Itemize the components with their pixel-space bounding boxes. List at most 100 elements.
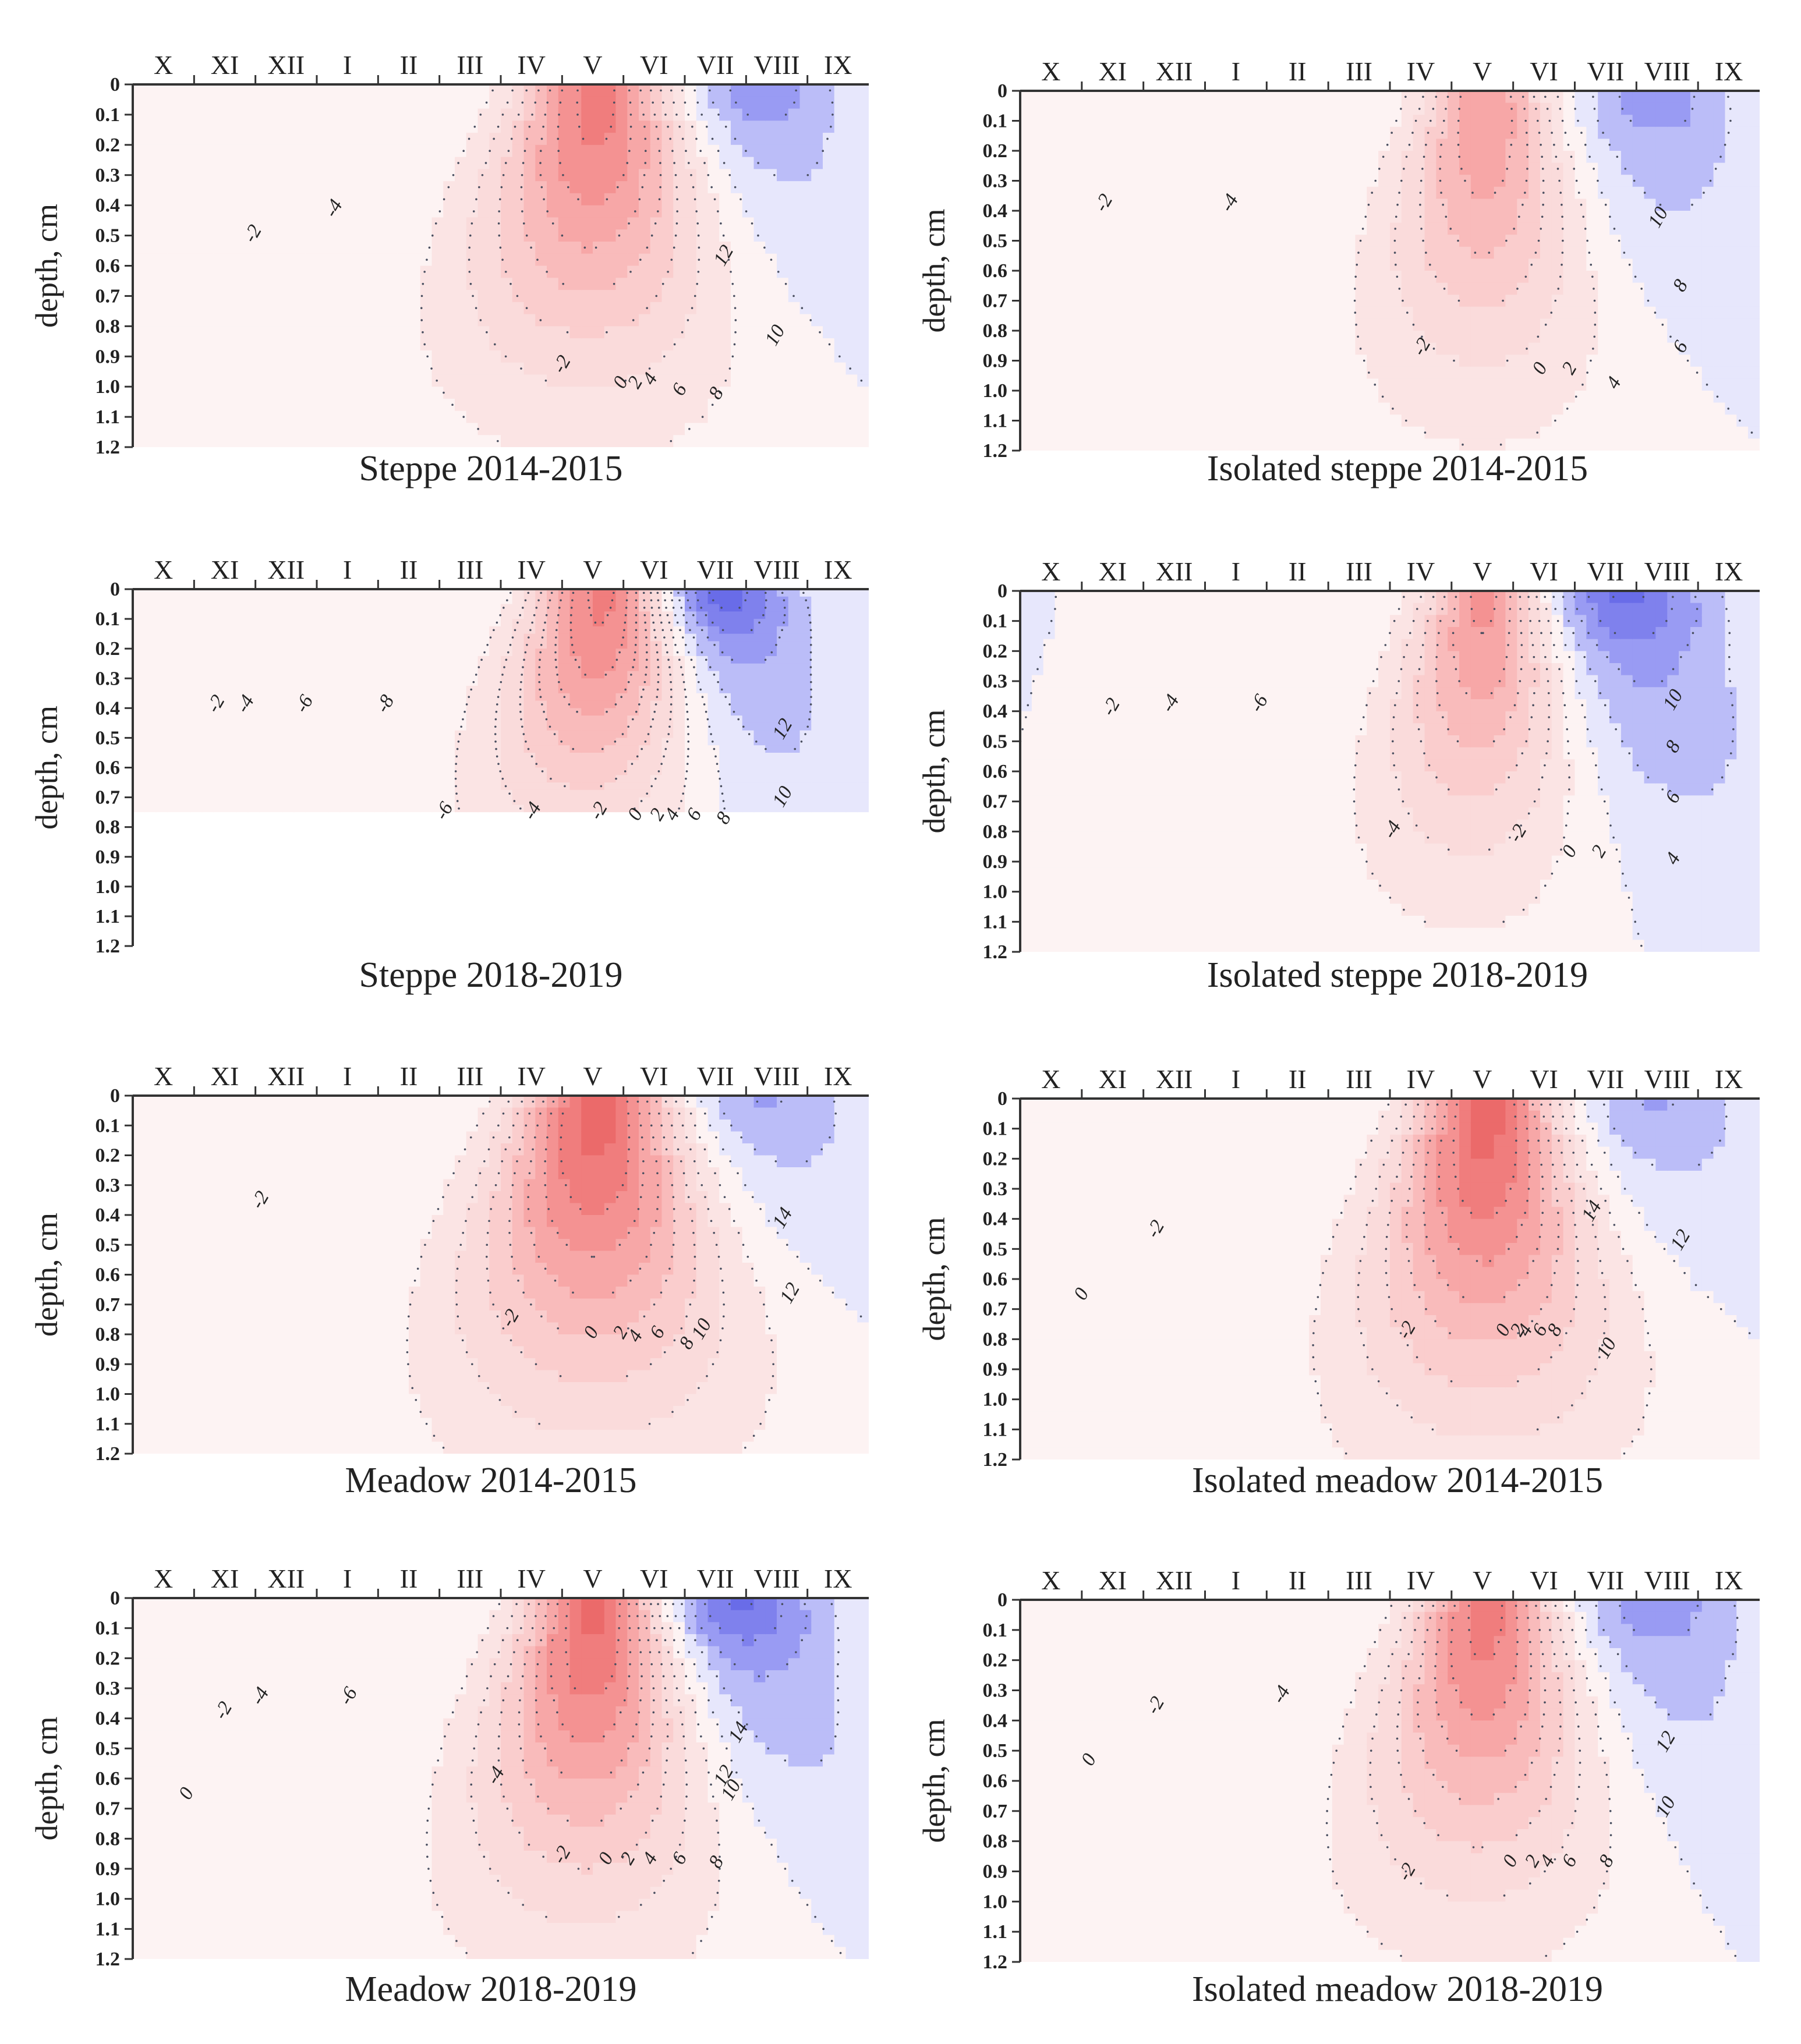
field-cell [753, 229, 766, 242]
field-cell [1367, 175, 1379, 187]
field-cell [1343, 402, 1356, 416]
field-cell [593, 205, 605, 218]
field-cell [1332, 91, 1344, 104]
field-cell [569, 144, 582, 158]
field-cell [1216, 378, 1229, 391]
field-cell [1736, 355, 1749, 367]
field-cell [547, 133, 559, 146]
field-cell [455, 181, 467, 194]
field-cell [1713, 211, 1726, 224]
field-cell [1667, 415, 1680, 427]
field-cell [1551, 246, 1564, 260]
field-cell [707, 423, 720, 436]
field-cell [477, 290, 490, 303]
field-cell [1736, 246, 1749, 260]
isoline-point [1570, 155, 1573, 158]
isoline-point [724, 125, 727, 128]
field-cell [1505, 282, 1518, 296]
isoline-point [1395, 263, 1397, 266]
isoline-point [675, 186, 678, 189]
field-cell [1401, 438, 1414, 451]
field-cell [1228, 438, 1241, 451]
field-cell [799, 157, 812, 170]
field-cell [477, 121, 490, 134]
field-cell [1055, 211, 1067, 224]
field-cell [1644, 282, 1657, 296]
field-cell [1540, 175, 1552, 187]
field-cell [1679, 162, 1691, 176]
field-cell [489, 157, 501, 170]
field-cell [799, 217, 812, 231]
field-cell [144, 805, 157, 813]
field-cell [305, 738, 317, 746]
field-cell [293, 290, 306, 303]
field-cell [225, 767, 237, 776]
field-cell [834, 157, 847, 170]
field-cell [179, 350, 191, 363]
field-cell [1262, 91, 1275, 104]
field-cell [133, 663, 145, 672]
field-cell [1251, 271, 1264, 284]
field-cell [1181, 426, 1194, 440]
field-cell [225, 633, 237, 642]
field-cell [1320, 391, 1333, 403]
field-cell [845, 181, 858, 194]
field-cell [719, 181, 731, 194]
field-cell [1112, 186, 1125, 200]
field-cell [1228, 306, 1241, 320]
field-cell [1667, 318, 1680, 331]
field-cell [523, 84, 536, 97]
field-cell [1528, 186, 1541, 200]
isoline-point [1457, 299, 1460, 302]
field-cell [788, 302, 801, 315]
field-cell [1228, 151, 1241, 164]
field-cell [512, 229, 525, 242]
field-cell [615, 84, 628, 97]
field-cell [179, 797, 191, 806]
field-cell [420, 278, 433, 291]
field-cell [742, 374, 755, 388]
field-cell [1528, 199, 1541, 211]
isoline-point [1374, 383, 1377, 386]
field-cell [650, 362, 663, 375]
field-cell [133, 108, 145, 122]
field-cell [558, 144, 571, 158]
field-cell [144, 656, 157, 664]
field-cell [1216, 306, 1229, 320]
isoline-point [1363, 359, 1365, 362]
field-cell [236, 410, 249, 424]
depth-tick-label: 0.5 [95, 225, 121, 247]
y-axis-label: depth, cm [29, 204, 64, 328]
field-cell [1020, 438, 1032, 451]
field-cell [512, 362, 525, 375]
isoline-point [1419, 203, 1421, 206]
field-cell [385, 278, 398, 291]
field-cell [1586, 211, 1599, 224]
field-cell [133, 611, 145, 620]
field-cell [293, 398, 306, 412]
field-cell [1159, 391, 1171, 403]
field-cell [661, 387, 674, 399]
field-cell [397, 387, 409, 399]
field-cell [1517, 271, 1530, 284]
isoline-point [1574, 108, 1576, 110]
field-cell [1459, 438, 1471, 451]
field-cell [397, 253, 409, 267]
field-cell [190, 181, 203, 194]
field-cell [489, 387, 501, 399]
field-cell [845, 435, 858, 447]
isoline-point [667, 125, 669, 128]
field-cell [409, 290, 421, 303]
field-cell [420, 181, 433, 194]
field-cell [282, 633, 295, 642]
field-cell [627, 84, 639, 97]
isoline-point [698, 258, 700, 261]
isoline-point [1406, 311, 1409, 314]
field-cell [1748, 235, 1760, 247]
field-cell [317, 133, 329, 146]
field-cell [1031, 355, 1044, 367]
field-cell [650, 410, 663, 424]
field-cell [1286, 378, 1298, 391]
field-cell [1320, 199, 1333, 211]
field-cell [1286, 366, 1298, 380]
